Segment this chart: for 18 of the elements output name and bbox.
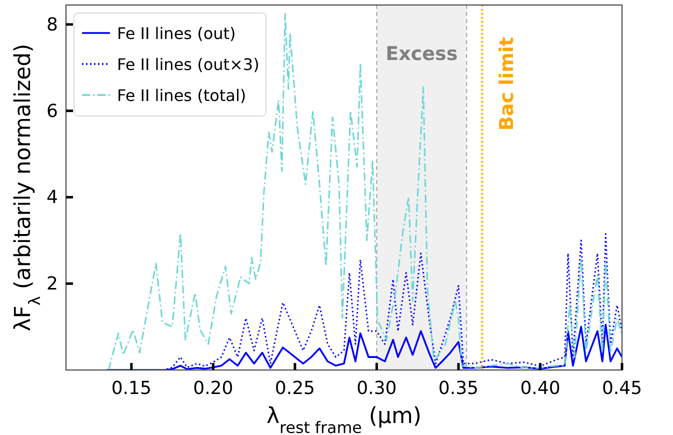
y-tick-label: 8 <box>46 14 58 36</box>
x-tick-label: 0.15 <box>111 378 152 399</box>
x-tick-label: 0.35 <box>438 378 479 399</box>
ref-line-label: Bac limit <box>496 37 518 131</box>
x-tick-label: 0.25 <box>274 378 315 399</box>
x-tick-label: 0.30 <box>356 378 397 399</box>
y-tick-label: 6 <box>46 100 58 122</box>
line-series <box>108 12 622 370</box>
y-tick-label: 4 <box>46 187 58 208</box>
y-tick-label: 2 <box>46 274 58 295</box>
legend-label: Fe II lines (out) <box>117 24 236 43</box>
legend-label: Fe II lines (total) <box>117 86 246 105</box>
legend-label: Fe II lines (out×3) <box>117 55 260 74</box>
band-label: Excess <box>386 43 458 65</box>
x-tick-label: 0.20 <box>193 378 234 399</box>
x-tick-label: 0.40 <box>520 378 560 399</box>
x-tick-label: 0.45 <box>602 378 642 399</box>
x-axis-title: λ$_{rest frame}$ (μm) <box>266 404 422 435</box>
